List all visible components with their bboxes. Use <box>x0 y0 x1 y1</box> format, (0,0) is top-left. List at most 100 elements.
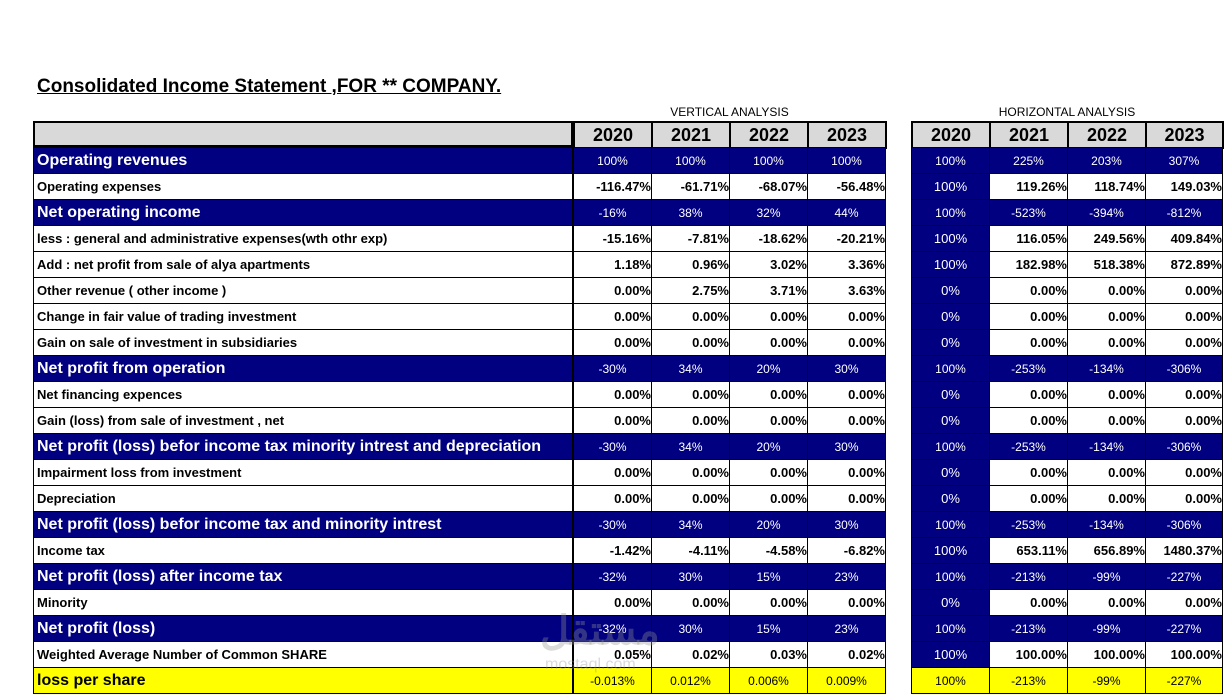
ha-cell: 203% <box>1067 147 1146 174</box>
ha-row: 100% 119.26% 118.74% 149.03% <box>911 173 1223 200</box>
ha-cell: 656.89% <box>1067 537 1146 564</box>
ha-cell: -306% <box>1145 433 1223 460</box>
ha-cell: 249.56% <box>1067 225 1146 252</box>
row-label: loss per share <box>33 667 573 694</box>
va-year-2022: 2022 <box>729 121 809 149</box>
ha-cell: 100% <box>911 511 990 538</box>
ha-cell: -99% <box>1067 615 1146 642</box>
ha-row: 0% 0.00% 0.00% 0.00% <box>911 459 1223 486</box>
va-cell: 30% <box>807 433 886 460</box>
ha-row: 0% 0.00% 0.00% 0.00% <box>911 485 1223 512</box>
ha-cell: 0.00% <box>1067 589 1146 616</box>
ha-cell: 0.00% <box>989 303 1068 330</box>
va-cell: -30% <box>573 433 652 460</box>
ha-cell: 1480.37% <box>1145 537 1223 564</box>
table-row: Net profit (loss) <box>33 615 573 642</box>
va-cell: 30% <box>651 563 730 590</box>
row-label: Net profit from operation <box>33 355 573 382</box>
va-cell: 20% <box>729 433 808 460</box>
table-row: Net profit from operation <box>33 355 573 382</box>
va-row: 0.00% 0.00% 0.00% 0.00% <box>573 303 886 330</box>
va-cell: -61.71% <box>651 173 730 200</box>
ha-cell: 100% <box>911 615 990 642</box>
va-row: -116.47% -61.71% -68.07% -56.48% <box>573 173 886 200</box>
ha-cell: 0% <box>911 485 990 512</box>
row-label: Net financing expences <box>33 381 573 408</box>
va-cell: 0.00% <box>573 407 652 434</box>
row-label: Operating expenses <box>33 173 573 200</box>
ha-cell: 100% <box>911 537 990 564</box>
ha-row: 100% -213% -99% -227% <box>911 615 1223 642</box>
ha-cell: 225% <box>989 147 1068 174</box>
ha-cell: -812% <box>1145 199 1223 226</box>
ha-cell: -227% <box>1145 563 1223 590</box>
ha-cell: 149.03% <box>1145 173 1223 200</box>
va-year-2021: 2021 <box>651 121 731 149</box>
ha-cell: 0.00% <box>1145 303 1223 330</box>
va-cell: -4.58% <box>729 537 808 564</box>
ha-cell: 100% <box>911 563 990 590</box>
row-label: Net profit (loss) befor income tax and m… <box>33 511 573 538</box>
va-cell: 0.00% <box>807 459 886 486</box>
ha-year-2023: 2023 <box>1145 121 1224 149</box>
va-cell: -30% <box>573 511 652 538</box>
va-row: -30% 34% 20% 30% <box>573 511 886 538</box>
va-cell: 34% <box>651 511 730 538</box>
va-cell: -20.21% <box>807 225 886 252</box>
va-row: 0.00% 0.00% 0.00% 0.00% <box>573 407 886 434</box>
vertical-analysis-heading: VERTICAL ANALYSIS <box>670 105 789 119</box>
va-cell: 32% <box>729 199 808 226</box>
va-row: 0.00% 0.00% 0.00% 0.00% <box>573 329 886 356</box>
ha-cell: 0.00% <box>1145 407 1223 434</box>
va-cell: -6.82% <box>807 537 886 564</box>
table-row: Other revenue ( other income ) <box>33 277 573 304</box>
va-cell: 0.00% <box>729 407 808 434</box>
table-row: Gain (loss) from sale of investment , ne… <box>33 407 573 434</box>
va-cell: 0.03% <box>729 641 808 668</box>
ha-cell: 0.00% <box>989 329 1068 356</box>
ha-row: 0% 0.00% 0.00% 0.00% <box>911 329 1223 356</box>
ha-row: 100% 116.05% 249.56% 409.84% <box>911 225 1223 252</box>
table-row: Gain on sale of investment in subsidiari… <box>33 329 573 356</box>
ha-cell: -253% <box>989 433 1068 460</box>
ha-row: 100% 225% 203% 307% <box>911 147 1223 174</box>
ha-cell: 100% <box>911 173 990 200</box>
va-cell: 0.00% <box>807 589 886 616</box>
va-row: -1.42% -4.11% -4.58% -6.82% <box>573 537 886 564</box>
ha-cell: 0.00% <box>1145 277 1223 304</box>
row-label: Impairment loss from investment <box>33 459 573 486</box>
va-cell: 0.00% <box>573 589 652 616</box>
va-cell: 0.00% <box>651 485 730 512</box>
va-row: -30% 34% 20% 30% <box>573 433 886 460</box>
ha-cell: 0.00% <box>989 485 1068 512</box>
page-title: Consolidated Income Statement ,FOR ** CO… <box>37 76 502 97</box>
ha-row: 100% -523% -394% -812% <box>911 199 1223 226</box>
va-cell: 0.00% <box>729 589 808 616</box>
va-row: -30% 34% 20% 30% <box>573 355 886 382</box>
table-row: Income tax <box>33 537 573 564</box>
va-cell: 20% <box>729 355 808 382</box>
row-label: Add : net profit from sale of alya apart… <box>33 251 573 278</box>
row-label: Income tax <box>33 537 573 564</box>
va-cell: 0.02% <box>807 641 886 668</box>
row-label: Depreciation <box>33 485 573 512</box>
ha-cell: 100.00% <box>1145 641 1223 668</box>
va-row: -0.013% 0.012% 0.006% 0.009% <box>573 667 886 694</box>
va-cell: 1.18% <box>573 251 652 278</box>
ha-cell: -306% <box>1145 511 1223 538</box>
ha-cell: -227% <box>1145 667 1223 694</box>
ha-cell: 0% <box>911 459 990 486</box>
va-cell: 0.00% <box>807 485 886 512</box>
va-cell: -68.07% <box>729 173 808 200</box>
ha-row: 0% 0.00% 0.00% 0.00% <box>911 589 1223 616</box>
ha-row: 100% -253% -134% -306% <box>911 355 1223 382</box>
ha-cell: 0% <box>911 381 990 408</box>
table-row: Net operating income <box>33 199 573 226</box>
ha-cell: 0.00% <box>1067 381 1146 408</box>
va-cell: 0.00% <box>807 303 886 330</box>
ha-cell: 409.84% <box>1145 225 1223 252</box>
ha-cell: 0.00% <box>989 407 1068 434</box>
va-year-2023: 2023 <box>807 121 887 149</box>
va-cell: -18.62% <box>729 225 808 252</box>
table-row: loss per share <box>33 667 573 694</box>
